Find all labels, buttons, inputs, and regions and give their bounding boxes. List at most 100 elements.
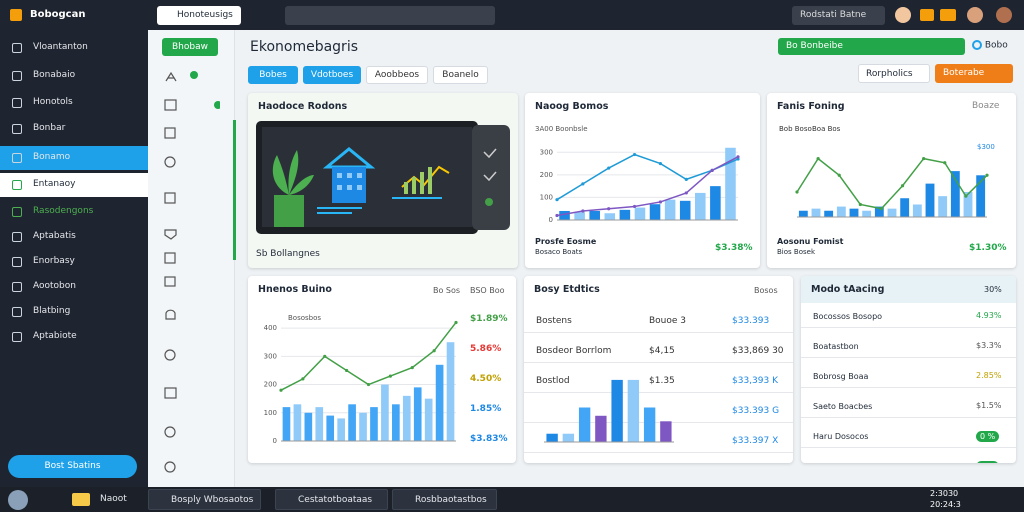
sidebar-item[interactable]: Honotols: [0, 91, 148, 115]
sidebar-item[interactable]: Enorbasy: [0, 250, 148, 274]
sidebar-item[interactable]: Bonabaio: [0, 64, 148, 88]
row-divider: [524, 392, 793, 393]
row-divider: [801, 447, 1016, 448]
task-item[interactable]: Rosbbaotastbos: [392, 489, 497, 510]
y-tick-label: 300: [540, 148, 553, 156]
illustration: [256, 121, 510, 234]
cell: $33,393 K: [732, 376, 778, 386]
task-item[interactable]: Naoot: [96, 489, 136, 510]
export-button[interactable]: Boterabe: [935, 64, 1013, 83]
sidebar-icon: [12, 71, 22, 81]
bar: [446, 342, 455, 441]
cell: $33.393: [732, 316, 770, 326]
task-item[interactable]: Bosply Wbosaotos: [148, 489, 261, 510]
account[interactable]: Rodstati Batne: [792, 6, 885, 25]
y-tick-label: 0: [549, 216, 553, 224]
bar: [359, 412, 367, 441]
bar: [589, 210, 600, 220]
cell: $33.397 X: [732, 436, 779, 446]
point: [736, 157, 740, 161]
card-meta: Bo Sos: [433, 286, 461, 295]
tab[interactable]: Aoobbeos: [366, 66, 428, 84]
card-meta: 30%: [984, 285, 1002, 294]
side-value: 5.86%: [470, 344, 502, 354]
point: [900, 184, 905, 188]
sidebar-item[interactable]: Aptabiote: [0, 325, 148, 349]
legend: Boa Bos: [812, 125, 841, 133]
sidebar-label: Rasodengons: [33, 206, 94, 216]
sidebar-item[interactable]: Aootobon: [0, 275, 148, 299]
bar: [562, 433, 575, 442]
point: [964, 194, 968, 198]
sidebar-label: Enorbasy: [33, 256, 75, 266]
card: Bosy Etdtics Bosos Bostens Bouoe 3 $33.393 Bo…: [524, 276, 793, 463]
sidebar-label: Aptabiote: [33, 331, 77, 341]
sidebar-item[interactable]: Bonbar: [0, 117, 148, 141]
legend: Bob Boso: [779, 125, 812, 133]
card-title: Fanis Foning: [777, 101, 845, 112]
chart: 0 100 200 300: [540, 147, 740, 224]
row-label: Saeto Boacbes: [813, 402, 873, 411]
sidebar-button[interactable]: Bost Sbatins: [8, 455, 137, 478]
avatar[interactable]: [996, 7, 1012, 23]
search[interactable]: [285, 6, 495, 25]
sidebar-label: Aootobon: [33, 281, 76, 291]
card-title: Haodoce Rodons: [258, 101, 348, 112]
side-value: $1.89%: [470, 314, 508, 324]
bar: [413, 387, 422, 441]
tab[interactable]: Bobes: [248, 66, 298, 84]
point: [658, 161, 663, 166]
avatar[interactable]: [967, 7, 983, 23]
row-divider: [801, 357, 1016, 358]
point: [301, 377, 305, 381]
sidebar-item[interactable]: Rasodengons: [0, 200, 148, 224]
card: Hnenos Buino Bo Sos BSO Boo Bososbos 0 100 200…: [248, 276, 516, 463]
footer-label: Bosaco Boats: [535, 248, 583, 256]
sidebar-item[interactable]: Aptabatis: [0, 225, 148, 249]
sidebar-icon: [12, 232, 22, 242]
card: Haodoce Rodons Sb Bollangnes: [248, 93, 518, 268]
task-label: Rosbbaotastbos: [415, 495, 487, 505]
bar: [634, 207, 646, 220]
task-item[interactable]: Cestatotboataas: [275, 489, 388, 510]
tab[interactable]: Vdotboes: [303, 66, 361, 84]
footer-label: Bios Bosek: [777, 248, 815, 256]
card-meta: BSO Boo: [470, 286, 505, 295]
bar: [695, 192, 706, 220]
point: [432, 349, 436, 353]
action-button[interactable]: Bo Bonbeibe: [778, 38, 965, 55]
filter[interactable]: Rorpholics: [858, 64, 930, 83]
sidebar-label: Aptabatis: [33, 231, 76, 241]
cell: Bostens: [536, 316, 572, 326]
card-caption: Sb Bollangnes: [256, 249, 320, 259]
tab[interactable]: Boanelo: [433, 66, 488, 84]
app-name: Bobogcan: [30, 9, 86, 20]
bar: [381, 384, 389, 441]
tab-label: Vdotboes: [310, 70, 354, 80]
sidebar-label: Vloantanton: [33, 42, 88, 52]
row-divider: [524, 332, 793, 333]
notify[interactable]: [940, 9, 956, 21]
sidebar-label: Bonamo: [33, 152, 71, 162]
sidebar-item[interactable]: Bonamo: [0, 146, 148, 170]
sidebar-icon: [12, 207, 22, 217]
bar: [282, 407, 291, 441]
rail-button[interactable]: Bhobaw: [162, 38, 218, 56]
bar: [304, 412, 313, 441]
notify[interactable]: [920, 9, 934, 21]
sidebar-item[interactable]: Entanaoy: [0, 173, 148, 197]
point: [607, 166, 611, 170]
tab[interactable]: Honoteusigs: [157, 6, 241, 25]
bar: [546, 433, 558, 442]
logo: [10, 9, 22, 21]
point: [922, 157, 926, 161]
bar: [824, 210, 834, 217]
row-value: $3.3%: [976, 341, 1002, 350]
sidebar-item[interactable]: Blatbing: [0, 300, 148, 324]
sidebar-icon: [12, 124, 22, 134]
sidebar-item[interactable]: Vloantanton: [0, 36, 148, 60]
bar: [710, 186, 721, 220]
bar: [836, 206, 846, 217]
card-title: Modo tAacing: [811, 284, 885, 295]
avatar[interactable]: [895, 7, 911, 23]
